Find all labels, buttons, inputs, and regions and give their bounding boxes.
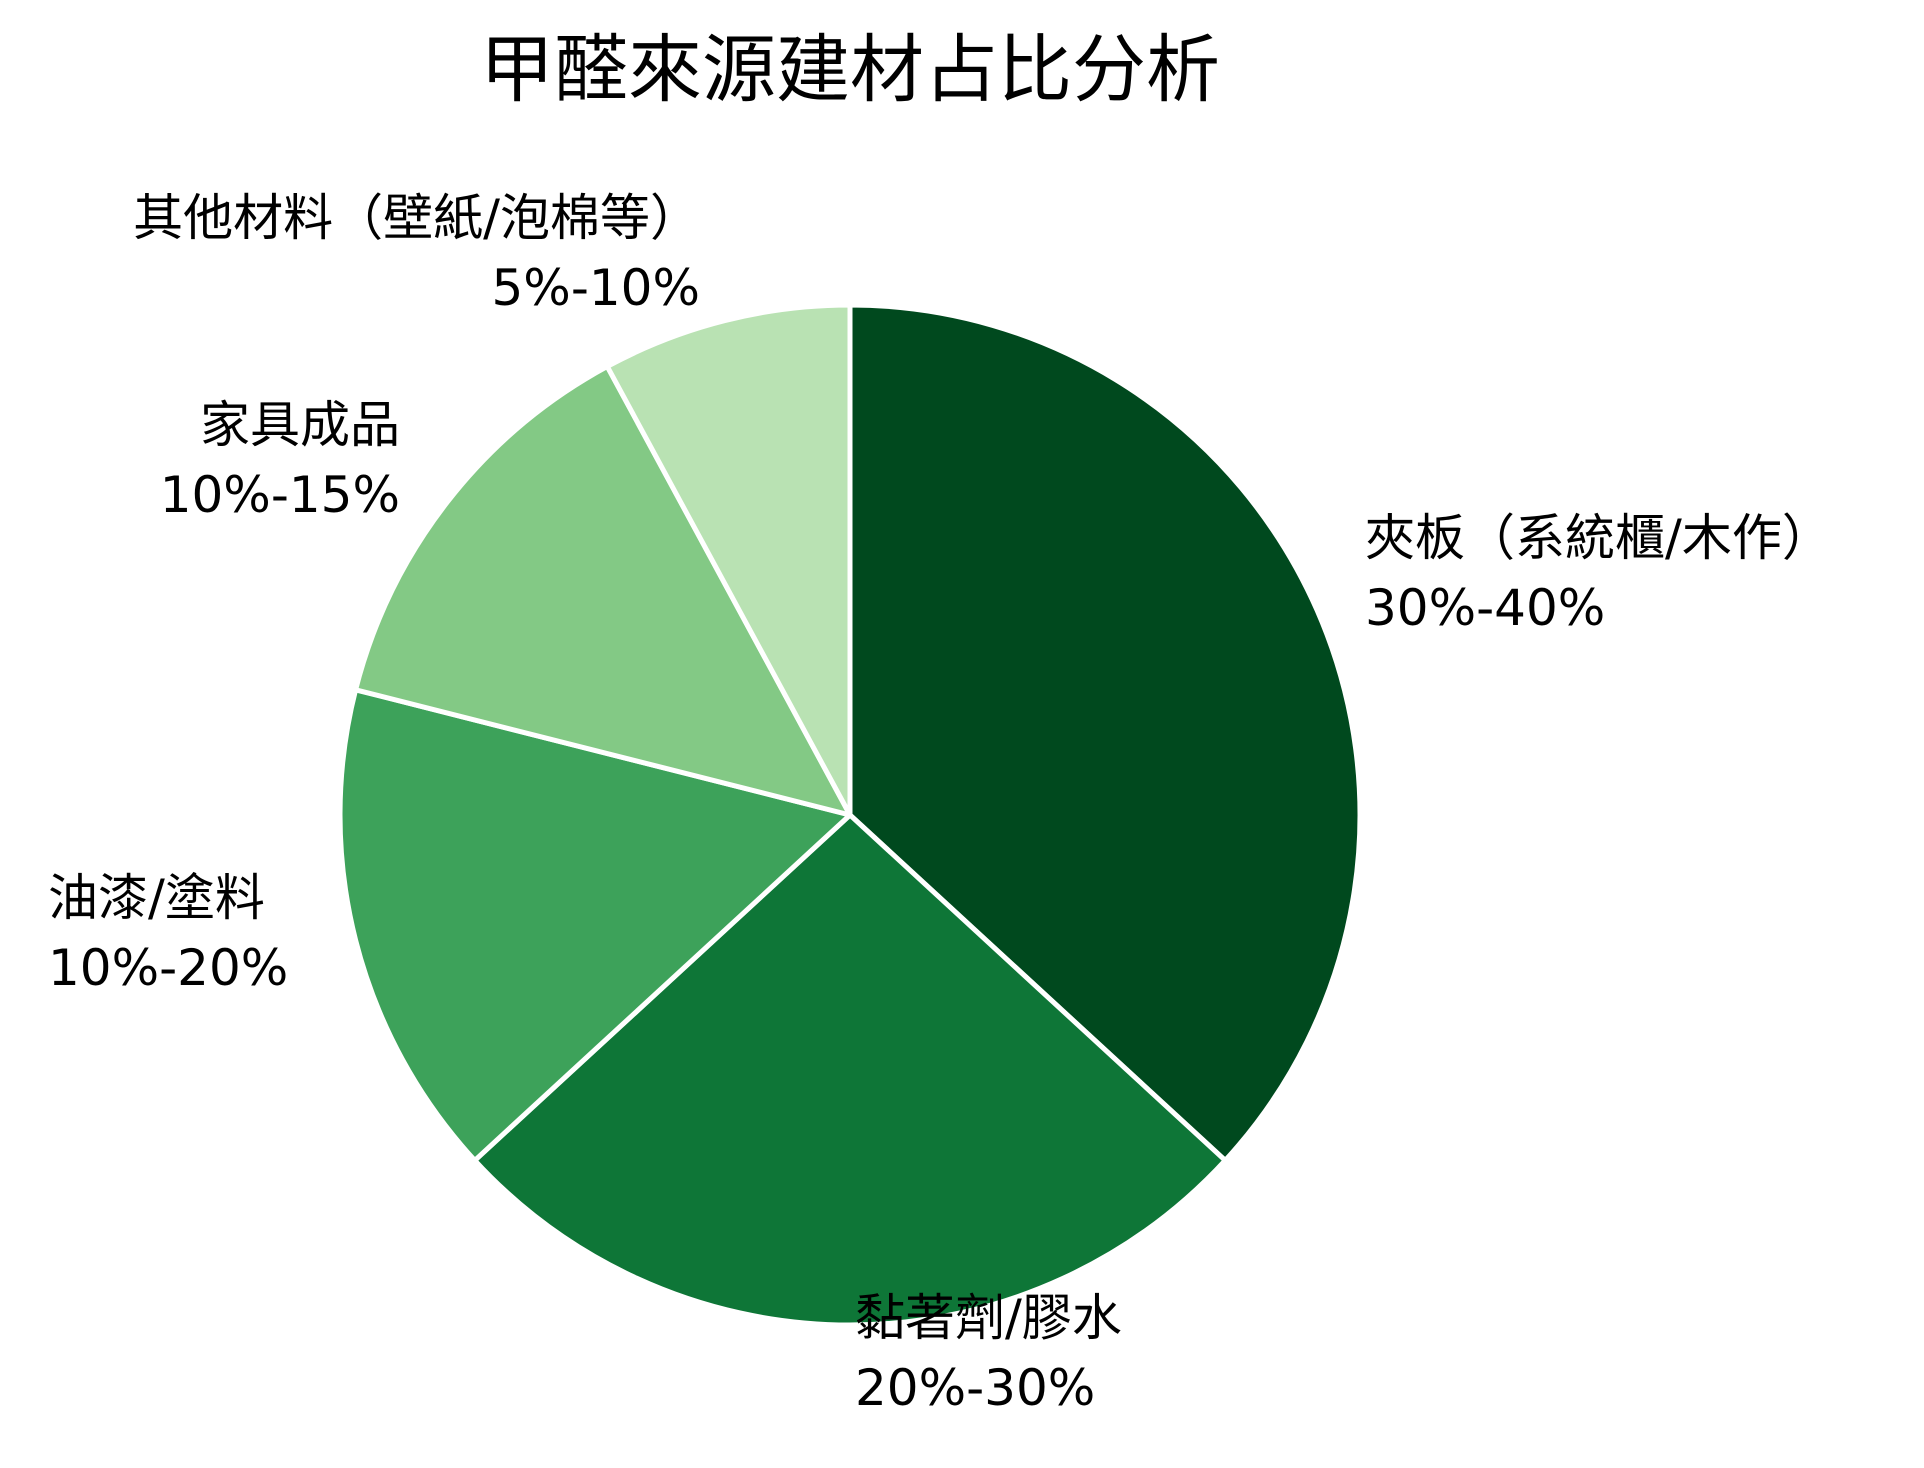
slice-label: 夾板（系統櫃/木作） — [1365, 509, 1832, 567]
pie-slices — [337, 302, 1363, 1328]
pie-labels: 夾板（系統櫃/木作） 30%-40% 黏著劑/膠水 20%-30% 油漆/塗料 10%-2… — [48, 189, 1832, 1417]
slice-percentage-label: 30%-40% — [1365, 579, 1605, 637]
slice-percentage-label: 10%-20% — [48, 939, 288, 997]
pie-slice — [847, 302, 1363, 1163]
pie-slice — [472, 812, 1228, 1328]
slice-percentage-label: 10%-15% — [160, 466, 400, 524]
pie-slice — [353, 363, 853, 818]
pie-slice — [337, 687, 853, 1163]
slice-label: 油漆/塗料 — [48, 869, 265, 927]
slice-percentage-label: 20%-30% — [855, 1359, 1095, 1417]
pie-slice — [604, 302, 853, 818]
slice-label: 黏著劑/膠水 — [855, 1289, 1122, 1347]
chart-title: 甲醛來源建材占比分析 — [480, 27, 1220, 113]
slice-label: 家具成品 — [200, 396, 400, 454]
slice-label: 其他材料（壁紙/泡棉等） — [133, 189, 700, 247]
slice-percentage-label: 5%-10% — [492, 259, 701, 317]
